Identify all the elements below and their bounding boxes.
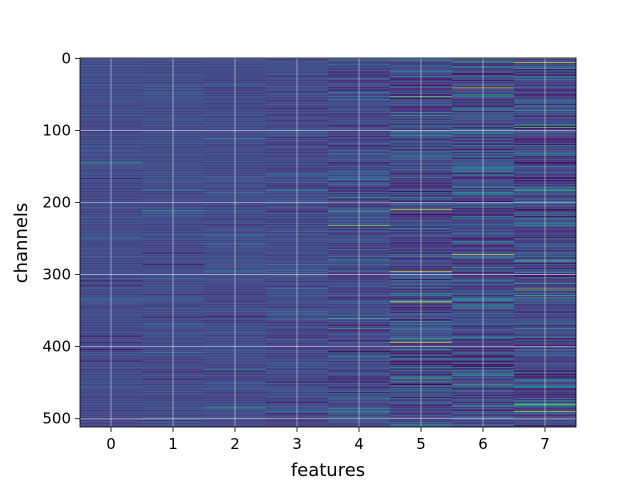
plot-frame xyxy=(79,57,577,428)
y-tick-label: 300 xyxy=(42,266,71,284)
x-tick-label: 5 xyxy=(416,435,426,453)
y-tick-label: 400 xyxy=(42,338,71,356)
y-axis-ticks: 0 100 200 300 400 500 xyxy=(42,49,80,428)
x-tick-label: 1 xyxy=(168,435,178,453)
y-tick-label: 500 xyxy=(42,410,71,428)
x-tick-label: 2 xyxy=(230,435,240,453)
x-tick-label: 3 xyxy=(292,435,302,453)
x-tick-label: 6 xyxy=(478,435,488,453)
heatmap-cells xyxy=(80,58,577,428)
grid-lines xyxy=(80,57,576,427)
x-tick-label: 0 xyxy=(106,435,116,453)
x-axis-ticks: 0 1 2 3 4 5 6 7 xyxy=(106,427,550,453)
x-tick-label: 4 xyxy=(354,435,364,453)
y-tick-label: 100 xyxy=(42,121,71,139)
y-tick-label: 200 xyxy=(42,194,71,212)
x-axis-label: features xyxy=(291,460,365,480)
y-tick-label: 0 xyxy=(61,49,71,67)
y-axis-label: channels xyxy=(11,203,32,284)
x-tick-label: 7 xyxy=(540,435,550,453)
